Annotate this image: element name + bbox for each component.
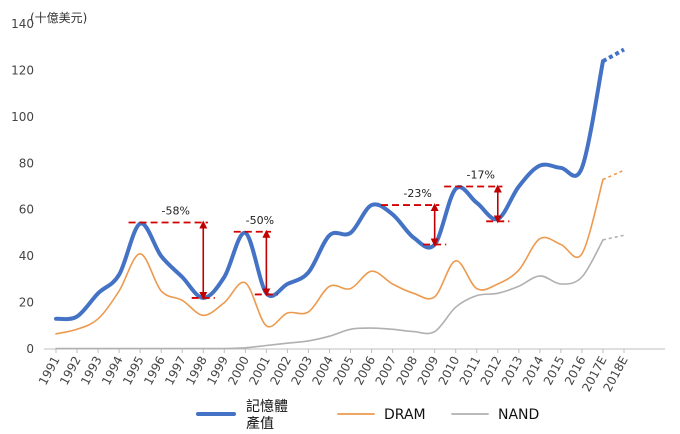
legend-label: DRAM <box>384 407 426 423</box>
y-axis: 0 20 40 60 80 100 120 140 <box>11 17 34 356</box>
decline-percentage-label: -58% <box>161 204 189 217</box>
legend-label: 記憶體 <box>246 398 288 415</box>
y-axis-unit-label: (十億美元) <box>30 11 87 25</box>
series-line-DRAM <box>55 178 604 335</box>
y-tick-label: 20 <box>19 296 34 310</box>
y-tick-label: 100 <box>11 110 34 124</box>
series-layer <box>54 47 625 350</box>
legend-label: 產值 <box>246 415 274 432</box>
series-estimate-segment <box>602 47 625 63</box>
y-tick-label: 120 <box>11 63 34 77</box>
y-tick-label: 140 <box>11 17 34 31</box>
series-line-記憶體產值 <box>54 59 605 322</box>
decline-percentage-label: -17% <box>467 169 495 182</box>
y-tick-label: 0 <box>26 342 34 356</box>
annotation-layer: -58% -50% -23% -17% <box>128 169 510 300</box>
series-line-NAND <box>55 239 604 350</box>
decline-percentage-label: -23% <box>403 187 431 200</box>
decline-percentage-label: -50% <box>246 214 274 227</box>
x-axis: 1991199219931994199519961997199819992000… <box>36 349 631 394</box>
y-tick-label: 40 <box>19 249 34 263</box>
y-tick-label: 80 <box>19 156 34 170</box>
series-estimate-segment <box>602 234 625 241</box>
y-tick-label: 60 <box>19 203 34 217</box>
series-estimate-segment <box>602 169 625 181</box>
legend-label: NAND <box>498 407 539 423</box>
